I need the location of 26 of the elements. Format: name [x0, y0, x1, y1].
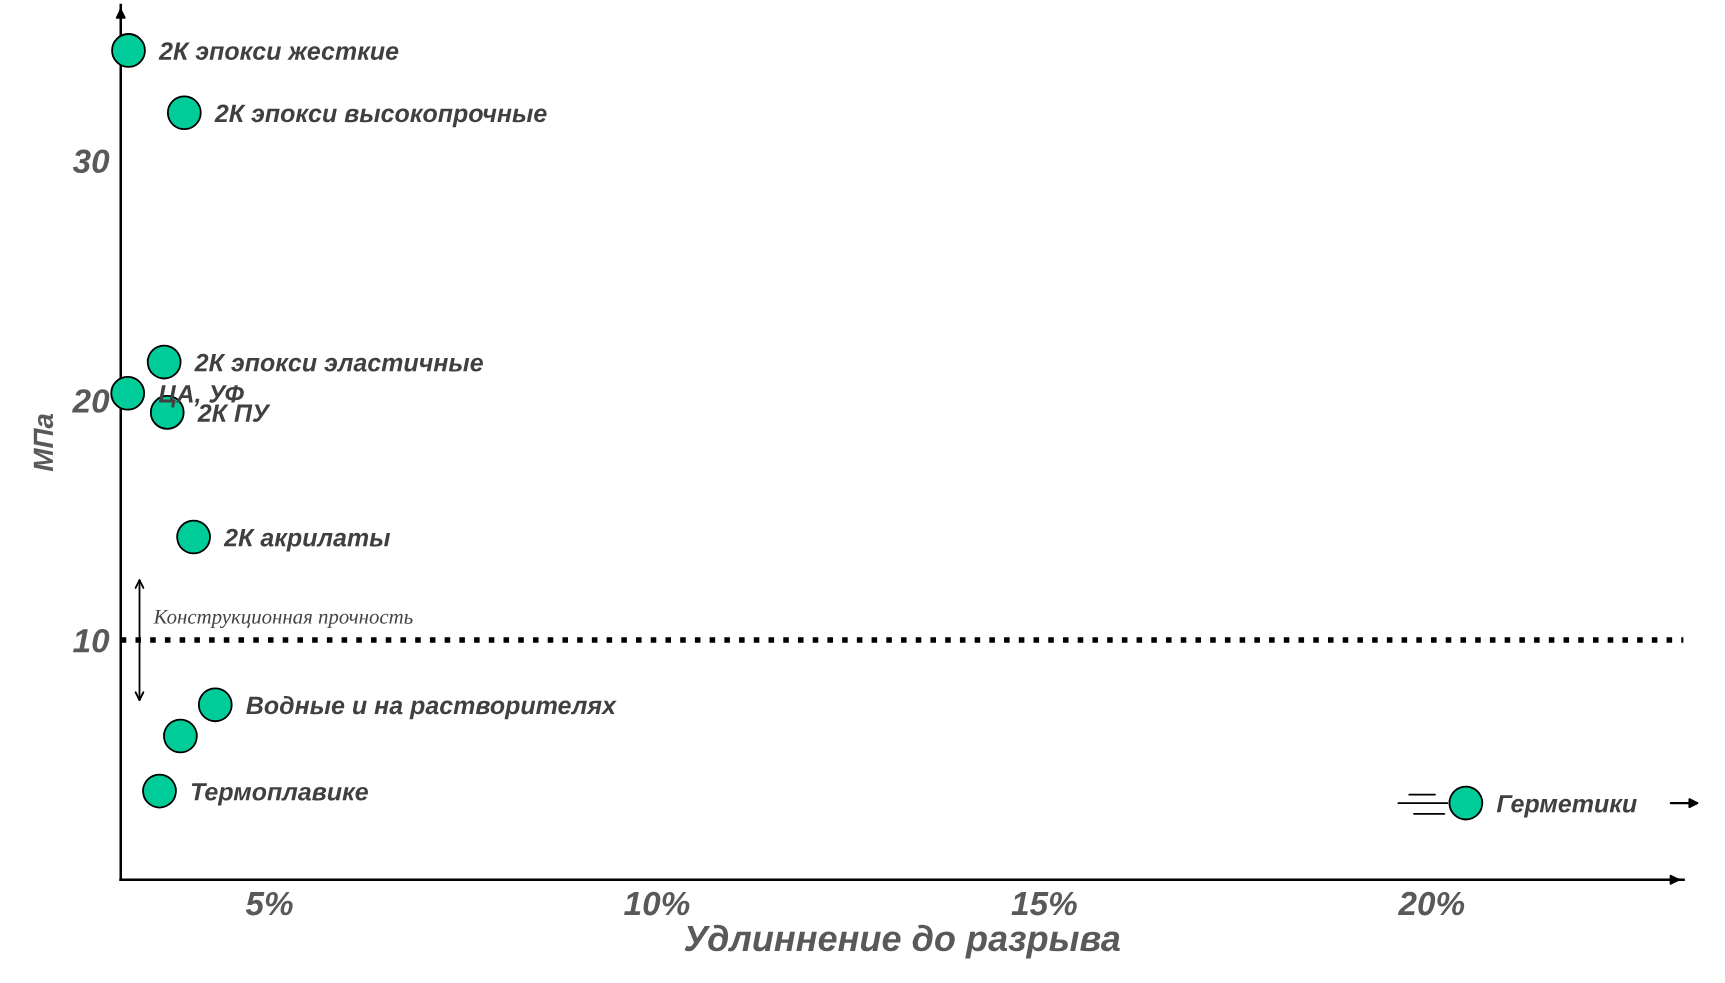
- legend-label: Конструкционная прочность: [153, 609, 413, 629]
- y-axis-title: МПа: [33, 413, 54, 472]
- point: [142, 773, 177, 809]
- y-tick-label: 30: [72, 149, 110, 174]
- point: [110, 375, 146, 411]
- y-tick-label: 20: [72, 389, 110, 413]
- point: [111, 33, 146, 68]
- annotation: 2К эпокси высокопрочные: [214, 104, 547, 128]
- x-tick-label: 20%: [1397, 891, 1465, 916]
- x-tick-label: 15%: [1011, 891, 1077, 916]
- annotation: 2К эпокси жесткие: [158, 42, 399, 60]
- annotation: 2К эпокси эластичные: [194, 353, 483, 372]
- annotation: Водные и на растворителях: [246, 695, 617, 720]
- annotation: Термоплавике: [191, 783, 368, 806]
- annotation: 2К акрилаты: [223, 528, 391, 552]
- x-axis-title: Удлиннение до разрыва: [684, 924, 1120, 959]
- y-tick-label: 10: [73, 628, 110, 653]
- point: [197, 687, 233, 723]
- x-tick-label: 5%: [245, 891, 293, 916]
- annotation: Герметики: [1496, 795, 1637, 818]
- x-tick-label: 10%: [624, 891, 690, 916]
- point: [163, 718, 198, 754]
- point: [146, 344, 182, 380]
- point: [1448, 785, 1484, 821]
- point: [166, 95, 202, 131]
- point: [176, 519, 211, 555]
